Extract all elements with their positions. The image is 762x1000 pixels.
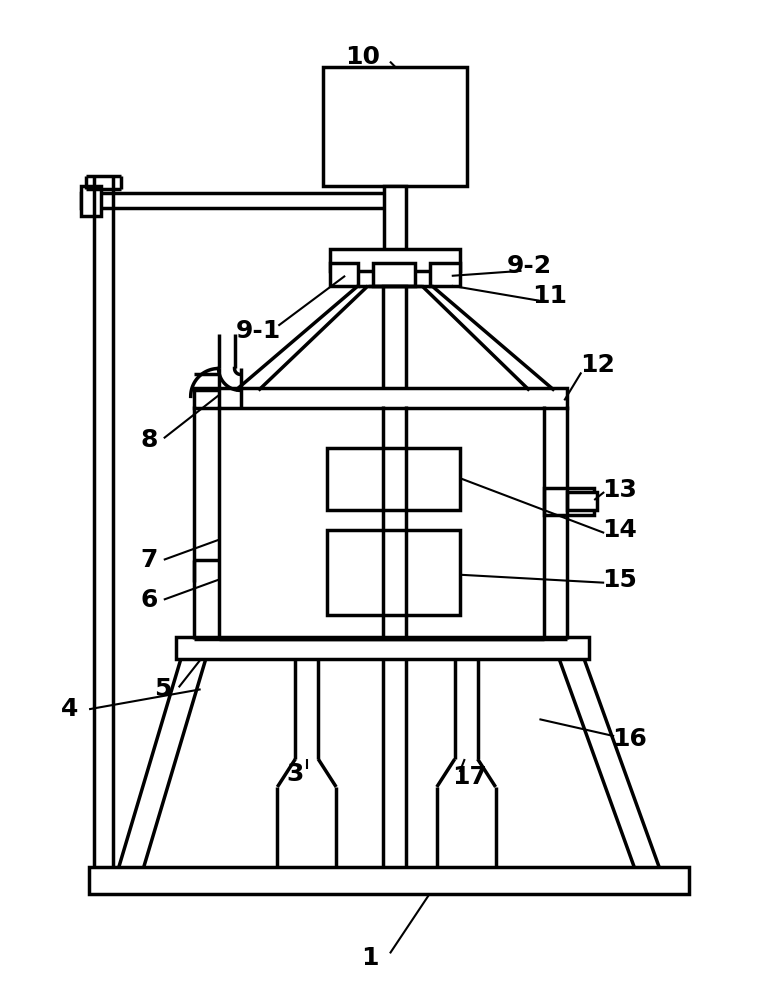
Bar — [430, 263, 459, 286]
Bar — [330, 249, 459, 271]
Text: 10: 10 — [345, 45, 380, 69]
Bar — [383, 286, 406, 405]
Text: 4: 4 — [60, 697, 78, 721]
Bar — [330, 263, 358, 286]
Bar — [327, 448, 459, 510]
Text: 9-2: 9-2 — [507, 254, 552, 278]
Text: 14: 14 — [602, 518, 636, 542]
Text: 6: 6 — [140, 588, 158, 612]
Bar — [373, 263, 415, 286]
Text: 5: 5 — [154, 677, 171, 701]
Bar — [81, 193, 390, 208]
Text: 11: 11 — [532, 284, 567, 308]
Text: 8: 8 — [140, 428, 158, 452]
Text: 3: 3 — [287, 762, 304, 786]
Bar — [81, 186, 101, 216]
Bar — [176, 637, 589, 659]
Text: 12: 12 — [580, 353, 615, 377]
Text: 17: 17 — [452, 765, 487, 789]
Bar — [544, 488, 594, 515]
Text: 1: 1 — [361, 946, 379, 970]
Text: 15: 15 — [602, 568, 636, 592]
Text: 9-1: 9-1 — [235, 319, 281, 343]
Bar — [568, 492, 597, 510]
Bar — [194, 388, 568, 408]
Bar — [384, 186, 406, 251]
Bar — [89, 867, 689, 894]
Text: 16: 16 — [612, 727, 646, 751]
Text: 7: 7 — [140, 548, 158, 572]
Bar — [327, 530, 459, 615]
Bar — [323, 67, 466, 186]
Text: 13: 13 — [602, 478, 636, 502]
